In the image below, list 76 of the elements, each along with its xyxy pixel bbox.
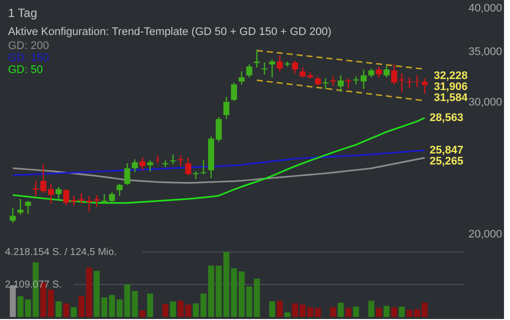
text: 32,228 bbox=[434, 70, 468, 82]
bar bbox=[330, 307, 336, 317]
candlestick bbox=[32, 180, 39, 197]
candlestick bbox=[338, 74, 344, 92]
candlestick bbox=[330, 76, 336, 86]
line-series bbox=[12, 157, 426, 184]
text: GD: 200 bbox=[8, 40, 49, 52]
chart-title: 1 Tag bbox=[8, 6, 38, 20]
bar bbox=[94, 270, 100, 317]
bar bbox=[384, 306, 390, 317]
candlestick bbox=[269, 58, 276, 78]
candlestick bbox=[10, 207, 16, 224]
candlestick bbox=[384, 64, 390, 78]
candlestick bbox=[398, 72, 405, 92]
candlestick bbox=[376, 66, 382, 78]
ref-line-label: 4.218.154 S. / 124,5 Mio. bbox=[5, 247, 117, 258]
y-tick-label: 20,000 bbox=[468, 228, 502, 240]
candlestick bbox=[25, 200, 32, 214]
bar bbox=[376, 308, 382, 317]
candlestick bbox=[246, 64, 252, 78]
bar bbox=[63, 303, 70, 317]
candlestick bbox=[86, 195, 92, 212]
candlestick bbox=[223, 96, 230, 120]
candlestick bbox=[132, 158, 138, 173]
candlestick bbox=[322, 78, 329, 90]
candlestick bbox=[345, 78, 352, 90]
candlestick bbox=[414, 74, 420, 88]
bar bbox=[269, 301, 276, 317]
candlestick bbox=[139, 156, 146, 171]
y-tick-label: 30,000 bbox=[468, 96, 502, 108]
data-label: 25,265 bbox=[430, 155, 464, 168]
bar bbox=[338, 302, 344, 317]
candlestick bbox=[178, 154, 184, 167]
bar bbox=[139, 310, 146, 317]
candlestick bbox=[185, 156, 192, 176]
candlestick bbox=[276, 54, 283, 72]
bar bbox=[170, 301, 176, 317]
y-tick-label: 40,000 bbox=[468, 2, 502, 14]
line-series bbox=[12, 117, 426, 204]
y-tick-label: 35,000 bbox=[468, 46, 502, 58]
text: GD: 150 bbox=[8, 52, 49, 64]
bar bbox=[147, 294, 154, 317]
candlestick bbox=[124, 162, 130, 186]
candlestick bbox=[56, 186, 62, 201]
bar bbox=[284, 312, 290, 317]
candlestick bbox=[254, 48, 260, 68]
candlestick bbox=[292, 60, 298, 74]
bar bbox=[56, 301, 62, 317]
data-label: 28,563 bbox=[430, 112, 464, 124]
bar bbox=[345, 308, 352, 317]
candlestick bbox=[406, 76, 412, 89]
bar bbox=[353, 306, 360, 317]
bar bbox=[391, 307, 398, 317]
candlestick bbox=[94, 194, 100, 208]
bar bbox=[132, 291, 138, 317]
candlestick bbox=[314, 76, 321, 86]
candlestick bbox=[154, 154, 161, 164]
data-label: 25,847 bbox=[430, 144, 464, 156]
bar bbox=[162, 304, 168, 317]
text: GD: 50 bbox=[8, 64, 43, 76]
bar bbox=[276, 300, 283, 317]
candlestick bbox=[231, 82, 237, 102]
text: Aktive Konfiguration: Trend-Template (GD 50 + GD 150 + GD 200) bbox=[8, 26, 332, 38]
candlestick bbox=[262, 62, 268, 75]
bar bbox=[398, 306, 405, 317]
bar bbox=[368, 300, 374, 317]
text: 31,584 bbox=[434, 92, 468, 104]
candlestick bbox=[63, 188, 70, 206]
text: 31,906 bbox=[434, 80, 468, 93]
candlestick bbox=[116, 183, 123, 197]
candlestick bbox=[17, 198, 24, 216]
candlestick bbox=[238, 70, 245, 86]
candlestick bbox=[391, 64, 398, 86]
candlestick bbox=[422, 78, 428, 94]
bar bbox=[70, 307, 77, 317]
candlestick bbox=[300, 66, 306, 78]
